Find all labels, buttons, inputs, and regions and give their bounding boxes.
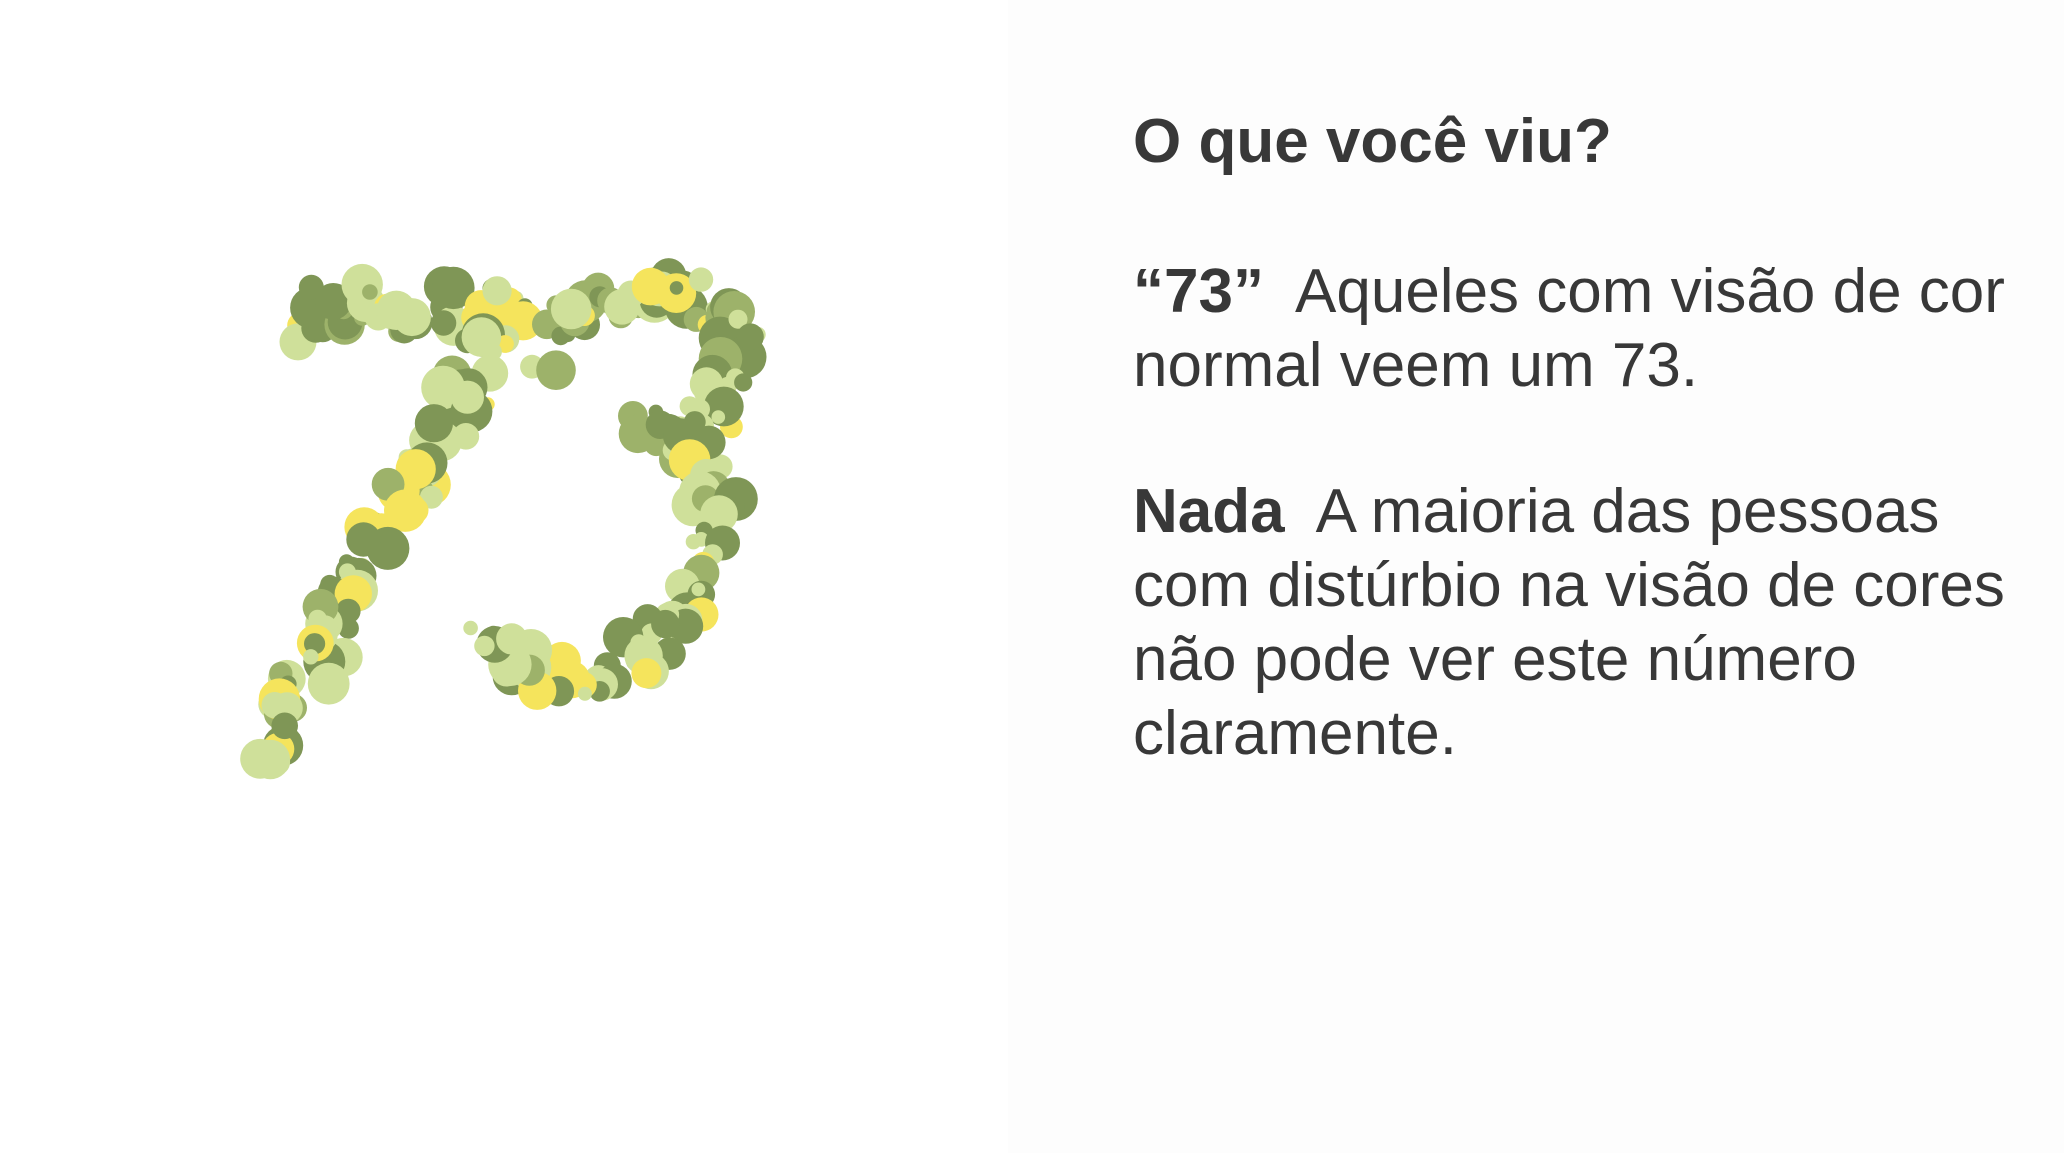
answer-normal-vision: “73” Aqueles com visão de cor normal vee… <box>1133 255 2033 403</box>
plate-dot <box>307 662 350 705</box>
plate-dot <box>728 309 748 329</box>
text-panel-background <box>1008 0 2064 1153</box>
plate-dot <box>734 373 753 392</box>
plate-dot <box>320 574 340 594</box>
plate-dot <box>536 350 576 390</box>
dot-pattern-number-73 <box>240 258 767 780</box>
answer-deficiency-label: Nada <box>1133 477 1285 546</box>
plate-dot <box>711 410 726 424</box>
plate-dot <box>432 266 475 310</box>
plate-dot <box>631 658 662 689</box>
plate-dot <box>240 738 280 779</box>
plate-dot <box>261 692 288 719</box>
plate-dot <box>685 534 702 550</box>
answer-text-block: O que você viu? “73” Aqueles com visão d… <box>1133 105 2033 843</box>
plate-dot <box>577 686 592 701</box>
plate-dot <box>314 283 352 320</box>
plate-dot <box>303 649 319 665</box>
plate-dot <box>700 495 738 533</box>
plate-dot <box>482 276 512 306</box>
plate-dot <box>474 635 495 657</box>
plate-dot <box>691 582 706 597</box>
answer-normal-text: Aqueles com visão de cor normal veem um … <box>1133 257 2005 400</box>
plate-dot <box>464 331 485 351</box>
plate-dot <box>463 620 478 636</box>
plate-dot <box>450 380 484 414</box>
plate-dot <box>669 281 684 295</box>
plate-dot <box>414 404 453 443</box>
plate-dot <box>491 657 521 687</box>
question-heading: O que você viu? <box>1133 107 1612 176</box>
answer-normal-label: “73” <box>1133 257 1264 326</box>
answer-deficiency-text: A maioria das pessoas com distúrbio na v… <box>1133 477 2005 768</box>
plate-dot <box>271 712 298 740</box>
plate-dot <box>405 500 426 520</box>
plate-dot <box>346 522 381 557</box>
answer-color-deficiency: Nada A maioria das pessoas com distúrbio… <box>1133 475 2033 771</box>
plate-dot <box>304 633 326 655</box>
color-vision-test-plate <box>230 230 990 890</box>
plate-dot <box>337 617 359 639</box>
plate-dot <box>736 323 764 351</box>
plate-dot <box>496 623 528 655</box>
plate-dot <box>651 609 680 639</box>
plate-dot <box>430 310 457 336</box>
plate-dot <box>341 263 383 306</box>
plate-dot <box>688 267 714 292</box>
plate-dot <box>392 298 431 337</box>
plate-dot <box>335 598 361 624</box>
plate-dot <box>550 288 592 330</box>
plate-dot <box>362 284 378 300</box>
